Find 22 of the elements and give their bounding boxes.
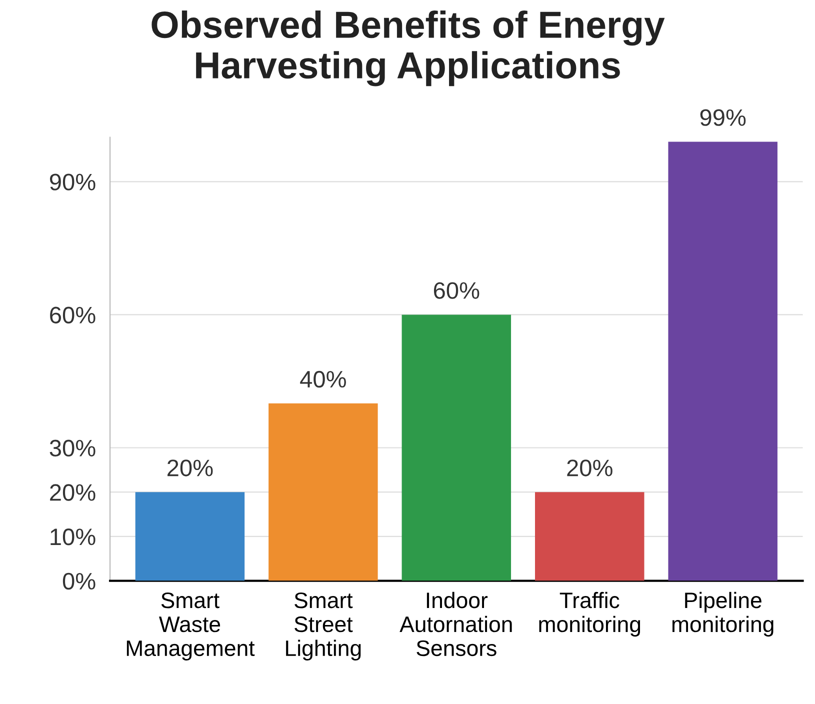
bar — [535, 492, 644, 581]
x-tick-label: Smart Street Lighting — [286, 592, 361, 660]
data-label: 20% — [567, 460, 612, 476]
y-tick-label: 60% — [50, 306, 96, 324]
data-label: 40% — [300, 370, 346, 388]
y-tick-label: 20% — [50, 484, 96, 501]
bar — [668, 142, 778, 581]
x-tick-label: Pipeline monitoring — [672, 592, 774, 637]
x-tick-label: Traffic monitoring — [539, 592, 640, 637]
bar — [135, 492, 245, 581]
chart-title: Observed Benefits of Energy Harvesting Applications — [152, 10, 665, 86]
data-label: 99% — [700, 109, 746, 126]
y-tick-label: 10% — [50, 528, 96, 546]
x-tick-label: Smart Waste Management — [126, 592, 255, 660]
y-tick-label: 90% — [50, 174, 96, 190]
data-label: 60% — [434, 282, 480, 299]
x-tick-label: Indoor Autornation Sensors — [400, 592, 512, 656]
data-label: 20% — [168, 460, 213, 476]
bar — [268, 403, 378, 581]
bar — [402, 314, 512, 581]
y-tick-label: 0% — [62, 572, 96, 590]
y-tick-label: 30% — [50, 440, 96, 457]
